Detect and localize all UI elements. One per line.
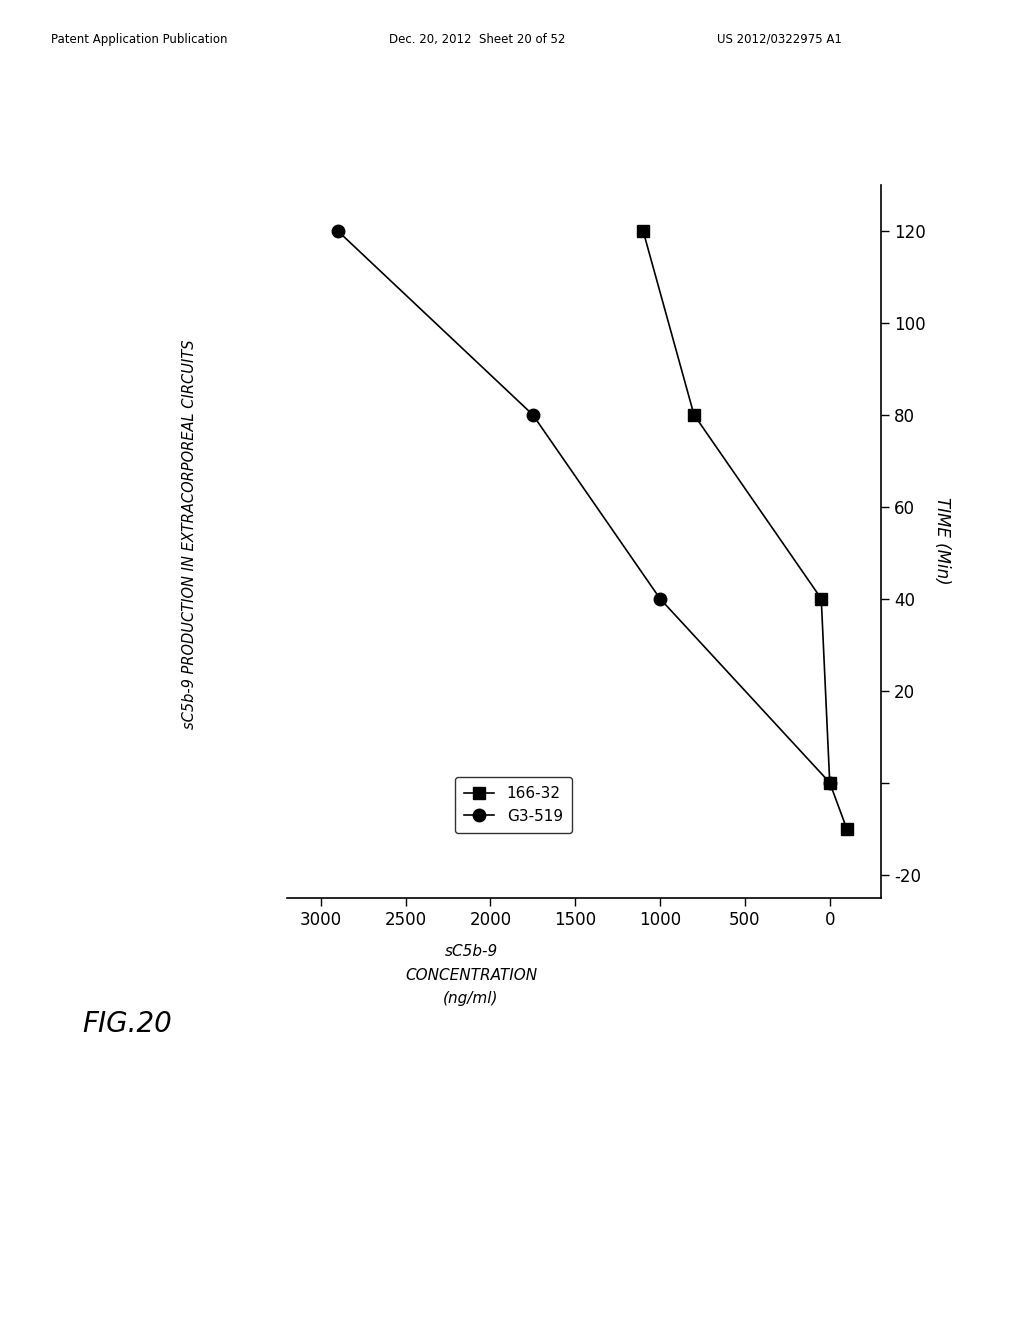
166-32 bbox=[841, 821, 853, 837]
Legend: 166-32, G3-519: 166-32, G3-519 bbox=[455, 777, 572, 833]
Text: sC5b-9: sC5b-9 bbox=[444, 944, 498, 958]
Text: CONCENTRATION: CONCENTRATION bbox=[404, 968, 538, 982]
Text: FIG.20: FIG.20 bbox=[82, 1010, 172, 1038]
Line: G3-519: G3-519 bbox=[332, 224, 836, 789]
G3-519 bbox=[332, 223, 344, 239]
Text: US 2012/0322975 A1: US 2012/0322975 A1 bbox=[717, 33, 842, 46]
Y-axis label: TIME (Min): TIME (Min) bbox=[933, 498, 950, 585]
166-32 bbox=[823, 775, 836, 791]
Text: Dec. 20, 2012  Sheet 20 of 52: Dec. 20, 2012 Sheet 20 of 52 bbox=[389, 33, 565, 46]
166-32 bbox=[637, 223, 649, 239]
166-32 bbox=[688, 407, 700, 422]
Text: Patent Application Publication: Patent Application Publication bbox=[51, 33, 227, 46]
Text: sC5b-9 PRODUCTION IN EXTRACORPOREAL CIRCUITS: sC5b-9 PRODUCTION IN EXTRACORPOREAL CIRC… bbox=[182, 339, 197, 730]
166-32 bbox=[815, 591, 827, 607]
G3-519 bbox=[823, 775, 836, 791]
Text: (ng/ml): (ng/ml) bbox=[443, 991, 499, 1006]
Line: 166-32: 166-32 bbox=[637, 224, 853, 834]
G3-519 bbox=[526, 407, 539, 422]
G3-519 bbox=[654, 591, 667, 607]
